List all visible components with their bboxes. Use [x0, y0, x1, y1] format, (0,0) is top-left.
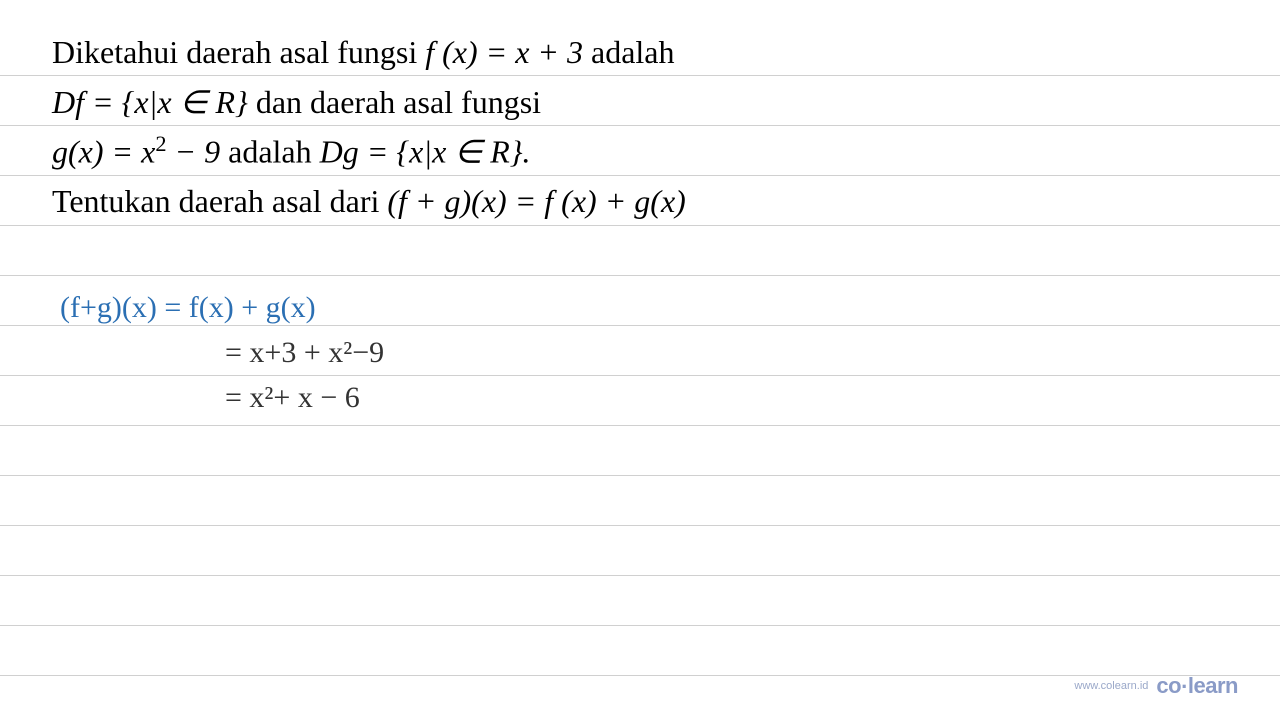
- math-segment: Dg = {x|x ∈ R}.: [320, 134, 531, 170]
- equals-sign: =: [225, 381, 242, 414]
- text-segment: dan daerah asal fungsi: [248, 84, 541, 120]
- watermark-logo: co·learn: [1156, 673, 1238, 700]
- handwriting-line-1: (f+g)(x) = f(x) + g(x): [60, 285, 384, 330]
- math-segment: g(x) = x: [52, 134, 155, 170]
- problem-text-block: Diketahui daerah asal fungsi f (x) = x +…: [52, 28, 1202, 227]
- text-segment: Diketahui daerah asal fungsi: [52, 34, 425, 70]
- logo-dot-icon: ·: [1181, 674, 1188, 699]
- expression: x²+ x − 6: [242, 381, 360, 414]
- handwritten-solution: (f+g)(x) = f(x) + g(x) = x+3 + x²−9 = x²…: [60, 285, 384, 420]
- math-segment: f (x) = x + 3: [425, 34, 583, 70]
- problem-line-1: Diketahui daerah asal fungsi f (x) = x +…: [52, 28, 1202, 78]
- exponent: 2: [155, 131, 166, 156]
- math-segment: − 9: [167, 134, 221, 170]
- text-segment: adalah: [583, 34, 675, 70]
- handwriting-line-3: = x²+ x − 6: [60, 375, 384, 420]
- problem-line-4: Tentukan daerah asal dari (f + g)(x) = f…: [52, 177, 1202, 227]
- math-segment: (f + g)(x) = f (x) + g(x): [387, 183, 685, 219]
- logo-part-co: co: [1156, 673, 1181, 698]
- expression: x+3 + x²−9: [242, 336, 384, 369]
- watermark: www.colearn.id co·learn: [1074, 673, 1238, 700]
- math-segment: Df = {x|x ∈ R}: [52, 84, 248, 120]
- watermark-url: www.colearn.id: [1074, 680, 1148, 692]
- problem-content: Diketahui daerah asal fungsi f (x) = x +…: [52, 28, 1202, 227]
- problem-line-3: g(x) = x2 − 9 adalah Dg = {x|x ∈ R}.: [52, 127, 1202, 177]
- text-segment: Tentukan daerah asal dari: [52, 183, 387, 219]
- text-segment: adalah: [220, 134, 320, 170]
- equals-sign: =: [225, 336, 242, 369]
- handwriting-line-2: = x+3 + x²−9: [60, 330, 384, 375]
- problem-line-2: Df = {x|x ∈ R} dan daerah asal fungsi: [52, 78, 1202, 128]
- logo-part-learn: learn: [1188, 673, 1238, 698]
